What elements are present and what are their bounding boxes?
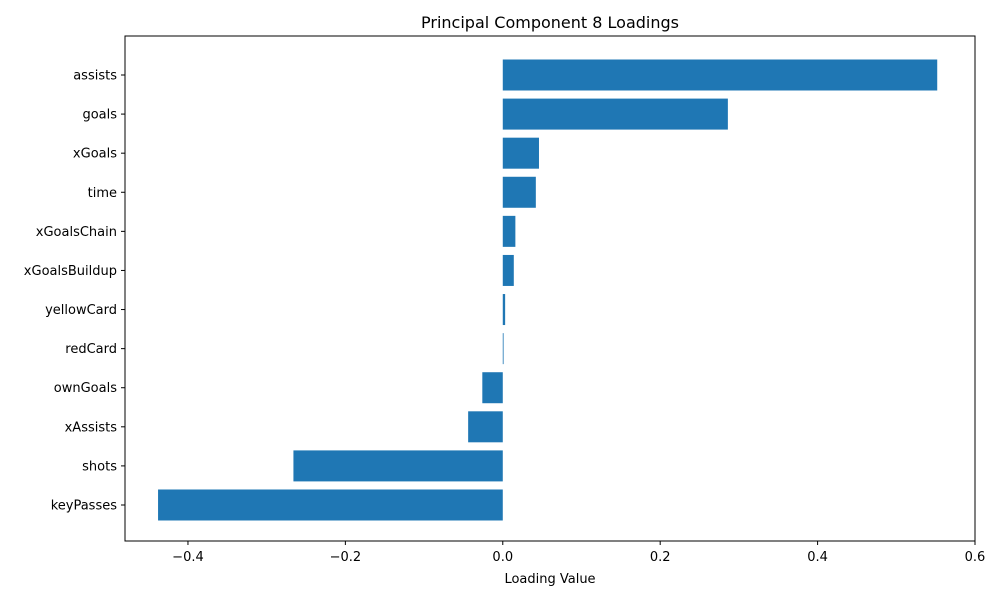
x-tick-label: −0.2 — [330, 550, 362, 565]
y-tick-label: xGoalsChain — [36, 225, 117, 240]
y-axis: assists goals xGoals time xGoalsChain xGoalsB… — [24, 69, 125, 513]
bar-xGoalsChain — [502, 215, 516, 247]
y-tick-label: xGoals — [73, 147, 117, 162]
bars-group — [158, 59, 938, 521]
x-tick-label: 0.6 — [965, 550, 986, 565]
x-tick-label: 0.0 — [492, 550, 513, 565]
bar-keyPasses — [158, 489, 503, 521]
y-tick-label: shots — [82, 459, 117, 474]
bar-xGoalsBuildup — [502, 254, 514, 286]
bar-goals — [502, 98, 728, 130]
x-tick-label: 0.4 — [807, 550, 828, 565]
y-tick-label: redCard — [65, 342, 117, 357]
bar-redCard — [502, 333, 504, 365]
chart-title: Principal Component 8 Loadings — [421, 13, 679, 32]
x-tick-label: −0.4 — [172, 550, 204, 565]
bar-yellowCard — [502, 294, 506, 326]
y-tick-label: ownGoals — [54, 381, 117, 396]
bar-ownGoals — [482, 372, 503, 404]
bar-xGoals — [502, 137, 539, 169]
bar-xAssists — [468, 411, 503, 443]
y-tick-label: assists — [73, 69, 117, 84]
x-axis-label: Loading Value — [504, 572, 595, 587]
bar-shots — [293, 450, 503, 482]
y-tick-label: xGoalsBuildup — [24, 264, 117, 279]
plot-frame — [124, 35, 976, 542]
y-tick-label: time — [88, 186, 117, 201]
y-tick-label: keyPasses — [51, 498, 118, 513]
y-tick-label: xAssists — [65, 420, 118, 435]
y-tick-label: yellowCard — [45, 303, 117, 318]
x-axis: −0.4 −0.2 0.0 0.2 0.4 0.6 — [172, 541, 985, 565]
x-tick-label: 0.2 — [650, 550, 671, 565]
y-tick-label: goals — [82, 108, 117, 123]
bar-time — [502, 176, 536, 208]
bar-assists — [502, 59, 938, 91]
